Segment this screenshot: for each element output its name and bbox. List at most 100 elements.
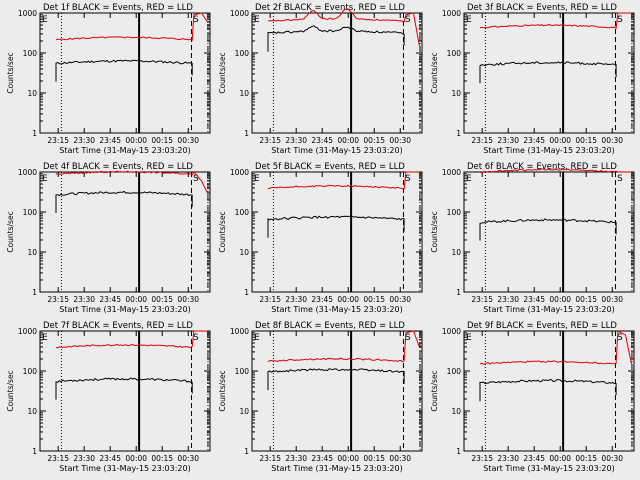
lld-series-line: [267, 330, 420, 363]
lld-series-line: [55, 170, 208, 194]
plot-frame: [463, 12, 635, 134]
y-tick-label: 10: [239, 407, 249, 416]
y-tick-label: 1: [244, 447, 249, 456]
x-tick-label: 23:45: [311, 136, 333, 145]
x-tick-label: 23:45: [523, 136, 545, 145]
x-tick-label: 23:45: [311, 295, 333, 304]
events-series-line: [267, 215, 405, 238]
plot-frame: [463, 330, 635, 452]
panel-title: Det 9f BLACK = Events, RED = LLD: [467, 321, 617, 331]
y-tick-label: 1000: [18, 9, 37, 18]
start-marker-label: E: [42, 15, 48, 25]
y-tick-label: 100: [235, 208, 250, 217]
y-axis-label: Counts/sec: [6, 52, 15, 93]
y-tick-label: 100: [235, 49, 250, 58]
x-tick-label: 00:15: [575, 295, 597, 304]
x-tick-label: 00:30: [601, 136, 623, 145]
x-tick-label: 00:15: [575, 454, 597, 463]
panel-3: Det 3f BLACK = Events, RED = LLD 1 10 100 10…: [430, 3, 635, 155]
x-tick-label: 00:00: [337, 136, 359, 145]
lld-series-line: [55, 12, 208, 42]
y-tick-label: 10: [27, 248, 37, 257]
y-axis-label: Counts/sec: [430, 211, 439, 252]
events-series-line: [55, 377, 193, 400]
x-tick-label: 00:15: [363, 295, 385, 304]
panel-title: Det 6f BLACK = Events, RED = LLD: [467, 162, 617, 172]
y-tick-label: 10: [27, 89, 37, 98]
plot-frame: [251, 330, 423, 452]
x-tick-label: 23:15: [259, 454, 281, 463]
lld-series-line: [479, 168, 632, 174]
events-series-line: [55, 190, 193, 213]
x-tick-label: 23:30: [285, 136, 307, 145]
panel-6: Det 6f BLACK = Events, RED = LLD 1 10 100 10…: [430, 162, 635, 314]
x-tick-label: 23:30: [497, 136, 519, 145]
y-tick-label: 100: [23, 208, 38, 217]
lld-series-line: [479, 330, 632, 365]
x-axis-label: Start Time (31-May-15 23:03:20): [59, 146, 190, 155]
panel-title: Det 5f BLACK = Events, RED = LLD: [255, 162, 405, 172]
x-tick-label: 23:45: [99, 454, 121, 463]
y-tick-label: 1: [456, 447, 461, 456]
x-tick-label: 00:15: [151, 295, 173, 304]
end-marker-label: S: [617, 174, 623, 184]
x-tick-label: 23:15: [471, 295, 493, 304]
panel-1: Det 1f BLACK = Events, RED = LLD 1 10 100 10…: [6, 3, 211, 155]
y-tick-label: 1000: [18, 327, 37, 336]
y-tick-label: 1000: [230, 168, 249, 177]
x-axis-label: Start Time (31-May-15 23:03:20): [483, 146, 614, 155]
x-tick-label: 00:00: [125, 136, 147, 145]
x-tick-label: 23:30: [285, 295, 307, 304]
x-tick-label: 00:00: [337, 454, 359, 463]
y-axis-label: Counts/sec: [218, 211, 227, 252]
y-tick-label: 100: [23, 367, 38, 376]
x-tick-label: 00:30: [389, 136, 411, 145]
start-marker-label: E: [466, 333, 472, 343]
x-tick-label: 23:30: [497, 295, 519, 304]
events-series-line: [479, 61, 617, 84]
y-axis-label: Counts/sec: [218, 52, 227, 93]
x-tick-label: 23:15: [47, 454, 69, 463]
x-tick-label: 23:15: [47, 136, 69, 145]
x-tick-label: 23:45: [523, 295, 545, 304]
y-tick-label: 1: [32, 447, 37, 456]
plot-frame: [39, 12, 211, 134]
y-tick-label: 10: [27, 407, 37, 416]
y-tick-label: 100: [23, 49, 38, 58]
x-tick-label: 00:30: [177, 454, 199, 463]
x-tick-label: 00:30: [177, 136, 199, 145]
y-axis-label: Counts/sec: [430, 370, 439, 411]
events-series-line: [479, 379, 617, 402]
x-tick-label: 00:15: [363, 454, 385, 463]
y-axis-label: Counts/sec: [6, 211, 15, 252]
end-marker-label: S: [617, 333, 623, 343]
x-tick-label: 00:00: [337, 295, 359, 304]
x-tick-label: 00:15: [151, 454, 173, 463]
y-axis-label: Counts/sec: [430, 52, 439, 93]
x-tick-label: 23:30: [497, 454, 519, 463]
panel-4: Det 4f BLACK = Events, RED = LLD 1 10 100 10…: [6, 162, 211, 314]
start-marker-label: E: [254, 174, 260, 184]
x-tick-label: 00:15: [363, 136, 385, 145]
y-tick-label: 100: [447, 367, 462, 376]
lld-series-line: [267, 8, 420, 47]
y-tick-label: 100: [235, 367, 250, 376]
end-marker-label: S: [405, 174, 411, 184]
x-tick-label: 00:00: [125, 454, 147, 463]
y-tick-label: 1: [456, 129, 461, 138]
x-tick-label: 23:15: [259, 295, 281, 304]
y-tick-label: 1: [32, 129, 37, 138]
x-tick-label: 00:30: [177, 295, 199, 304]
y-tick-label: 10: [451, 248, 461, 257]
end-marker-label: S: [405, 15, 411, 25]
x-tick-label: 23:15: [259, 136, 281, 145]
start-marker-label: E: [254, 333, 260, 343]
end-marker-label: S: [193, 174, 199, 184]
x-tick-label: 23:15: [471, 454, 493, 463]
x-tick-label: 23:30: [73, 454, 95, 463]
panel-title: Det 3f BLACK = Events, RED = LLD: [467, 3, 617, 13]
panel-title: Det 4f BLACK = Events, RED = LLD: [43, 162, 193, 172]
x-tick-label: 23:30: [285, 454, 307, 463]
start-marker-label: E: [466, 174, 472, 184]
